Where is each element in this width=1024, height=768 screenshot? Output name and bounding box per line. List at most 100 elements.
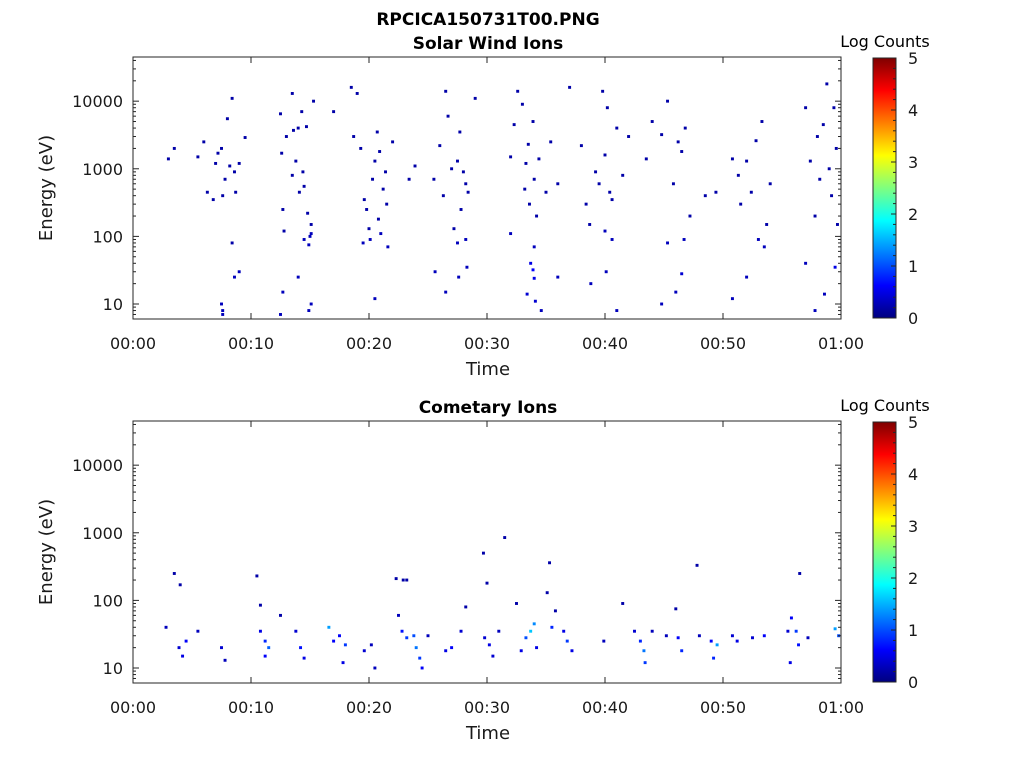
heatmap-cell xyxy=(483,636,487,640)
cometary-colorbar-ticks: 0 1 2 3 4 5 xyxy=(891,413,918,692)
heatmap-cell xyxy=(164,625,168,629)
heatmap-cell xyxy=(615,309,619,313)
heatmap-cell xyxy=(233,275,236,279)
heatmap-cell xyxy=(529,629,533,633)
heatmap-cell xyxy=(394,577,398,581)
x-tick-label: 00:10 xyxy=(228,698,274,717)
heatmap-cell xyxy=(765,223,769,226)
x-tick-label: 00:10 xyxy=(228,334,274,353)
heatmap-cell xyxy=(456,159,459,163)
heatmap-cell xyxy=(196,155,200,159)
x-tick-label: 01:00 xyxy=(818,334,864,353)
heatmap-cell xyxy=(604,270,608,274)
heatmap-cell xyxy=(461,170,465,174)
heatmap-cell xyxy=(682,238,686,241)
heatmap-cell xyxy=(181,654,185,658)
figure-title: RPCICA150731T00.PNG xyxy=(376,10,599,30)
heatmap-cell xyxy=(519,649,523,653)
heatmap-cell xyxy=(642,649,646,653)
heatmap-cell xyxy=(432,177,436,181)
heatmap-cell xyxy=(465,265,469,269)
heatmap-cell xyxy=(332,639,336,643)
heatmap-cell xyxy=(464,238,468,241)
heatmap-cell xyxy=(813,214,817,218)
heatmap-cell xyxy=(821,123,825,127)
heatmap-cell xyxy=(300,110,304,114)
heatmap-cell xyxy=(804,261,808,265)
heatmap-cell xyxy=(407,177,411,181)
x-tick-label: 00:30 xyxy=(464,334,510,353)
heatmap-cell xyxy=(373,159,377,163)
heatmap-cell xyxy=(177,646,181,650)
heatmap-cell xyxy=(806,636,810,640)
heatmap-cell xyxy=(827,167,831,171)
heatmap-cell xyxy=(520,102,524,106)
heatmap-cell xyxy=(473,96,477,100)
heatmap-cell xyxy=(621,173,625,177)
heatmap-cell xyxy=(343,643,347,647)
y-tick-label: 100 xyxy=(92,227,123,246)
heatmap-cell xyxy=(818,177,822,181)
heatmap-cell xyxy=(368,238,372,241)
heatmap-cell xyxy=(650,629,654,633)
solar-wind-ylabel: Energy (eV) xyxy=(36,135,57,241)
cometary-title: Cometary Ions xyxy=(419,398,558,418)
heatmap-cell xyxy=(503,536,507,539)
heatmap-cell xyxy=(414,646,418,650)
cometary-colorbar: Log Counts 0 1 2 3 4 5 xyxy=(840,396,930,692)
heatmap-cell xyxy=(221,313,225,316)
cometary-colorbar-title: Log Counts xyxy=(840,396,930,415)
heatmap-cell xyxy=(401,578,405,582)
heatmap-cell xyxy=(220,146,223,150)
heatmap-cell xyxy=(202,140,206,144)
heatmap-cell xyxy=(457,275,461,279)
heatmap-cell xyxy=(279,112,282,116)
heatmap-cell xyxy=(375,130,379,134)
heatmap-cell xyxy=(306,211,310,215)
heatmap-cell xyxy=(290,92,294,95)
heatmap-cell xyxy=(338,634,341,638)
heatmap-cell xyxy=(294,629,298,633)
heatmap-cell xyxy=(537,157,541,161)
heatmap-cell xyxy=(834,146,838,150)
heatmap-cell xyxy=(234,190,238,194)
heatmap-cell xyxy=(381,187,385,191)
solar-wind-xlabel: Time xyxy=(465,359,510,380)
heatmap-cell xyxy=(674,290,678,294)
heatmap-cell xyxy=(676,636,680,640)
heatmap-cell xyxy=(302,238,306,241)
x-tick-label: 00:50 xyxy=(700,334,746,353)
heatmap-cell xyxy=(309,302,313,306)
heatmap-cell xyxy=(223,177,227,181)
heatmap-cell xyxy=(688,214,692,218)
heatmap-cell xyxy=(749,190,753,194)
heatmap-cell xyxy=(643,661,647,665)
colorbar-tick-label: 3 xyxy=(908,153,918,172)
heatmap-cell xyxy=(550,625,554,629)
solar-wind-colorbar-title: Log Counts xyxy=(840,32,930,51)
x-tick-label: 00:50 xyxy=(700,698,746,717)
y-tick-label: 10 xyxy=(103,659,123,678)
heatmap-cell xyxy=(255,574,259,578)
heatmap-cell xyxy=(459,208,463,211)
x-tick-label: 00:30 xyxy=(464,698,510,717)
heatmap-cell xyxy=(825,82,829,86)
heatmap-cell xyxy=(730,297,734,301)
heatmap-cell xyxy=(420,666,424,670)
heatmap-cell xyxy=(294,159,298,163)
heatmap-cell xyxy=(230,96,234,100)
heatmap-cell xyxy=(296,275,300,279)
heatmap-cell xyxy=(373,297,377,301)
heatmap-cell xyxy=(456,241,459,245)
heatmap-cell xyxy=(797,643,800,647)
heatmap-cell xyxy=(835,223,839,226)
heatmap-cell xyxy=(444,89,448,93)
heatmap-cell xyxy=(309,223,313,226)
heatmap-cell xyxy=(243,136,247,139)
heatmap-cell xyxy=(379,232,383,236)
heatmap-cell xyxy=(588,223,592,226)
heatmap-cell xyxy=(813,309,817,313)
heatmap-cell xyxy=(284,135,288,138)
heatmap-cell xyxy=(695,563,699,567)
heatmap-cell xyxy=(739,202,743,206)
